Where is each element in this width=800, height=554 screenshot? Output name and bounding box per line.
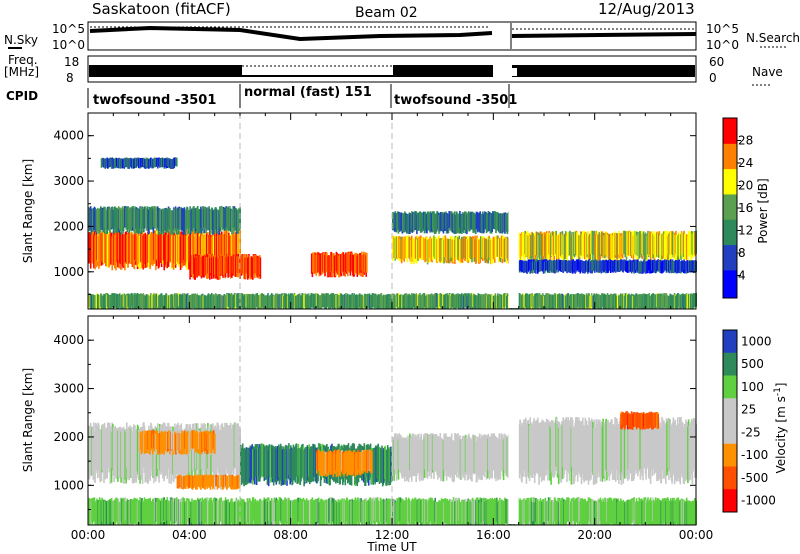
station-title: Saskatoon (fitACF) bbox=[92, 0, 231, 18]
y-tick-label: 4000 bbox=[53, 129, 84, 143]
nsky-trace-right bbox=[511, 32, 697, 38]
y-tick-label: 2000 bbox=[53, 219, 84, 233]
freq-block-left bbox=[89, 65, 242, 77]
nave-label: Nave bbox=[752, 65, 783, 79]
data-cell bbox=[366, 252, 368, 273]
nsky-trace bbox=[89, 25, 493, 42]
cpid-segment-1: twofsound -3501 bbox=[93, 93, 216, 108]
cpid-segment-3: twofsound -3501 bbox=[394, 93, 517, 108]
freq-tick-low: 8 bbox=[66, 71, 74, 85]
data-cell bbox=[657, 413, 659, 429]
cpid-label: CPID bbox=[6, 89, 38, 103]
power-marks bbox=[88, 113, 697, 309]
freq-block-right1 bbox=[393, 65, 493, 77]
nave-tick-high: 60 bbox=[709, 55, 724, 69]
data-cell bbox=[214, 433, 216, 454]
data-cell bbox=[259, 257, 262, 279]
velocity-marks bbox=[88, 316, 697, 525]
nsky-gap bbox=[493, 23, 511, 49]
freq-label-1: Freq. bbox=[8, 53, 38, 67]
cpid-segment-2: normal (fast) 151 bbox=[244, 85, 372, 100]
data-cell bbox=[176, 157, 178, 167]
nsearch-tick-low: 10^0 bbox=[706, 38, 739, 52]
nsky-label: N.Sky bbox=[4, 33, 38, 47]
nsearch-tick-high: 10^5 bbox=[706, 22, 739, 36]
nsky-tick-low: 10^0 bbox=[52, 38, 85, 52]
freq-strip: Freq. [MHz] 18 8 60 0 Nave bbox=[4, 53, 783, 86]
cpid-row: CPID twofsound -3501 normal (fast) 151 t… bbox=[6, 84, 517, 108]
nave-tick-low: 0 bbox=[709, 71, 717, 85]
freq-label-2: [MHz] bbox=[4, 65, 39, 79]
y-tick-label: 3000 bbox=[53, 174, 84, 188]
power-axes: 1000 2000 3000 4000 bbox=[53, 112, 696, 295]
freq-block-right2 bbox=[512, 65, 695, 77]
date-title: 12/Aug/2013 bbox=[598, 0, 695, 18]
freq-tick-high: 18 bbox=[64, 55, 79, 69]
data-gap bbox=[508, 114, 519, 308]
nsky-strip: N.Sky 10^5 10^0 10^5 10^0 N.Search bbox=[4, 21, 800, 52]
data-cell bbox=[371, 451, 373, 473]
freq-gap bbox=[512, 68, 517, 76]
power-panel: 1000 2000 3000 4000 Slant Range [km] bbox=[21, 112, 697, 310]
y-tick-label: 1000 bbox=[53, 265, 84, 279]
power-ylabel: Slant Range [km] bbox=[21, 159, 35, 263]
freq-block-mid bbox=[242, 65, 393, 77]
nsky-tick-high: 10^5 bbox=[52, 22, 85, 36]
nsearch-label: N.Search bbox=[746, 31, 800, 45]
nsearch-trace bbox=[90, 26, 696, 30]
beam-title: Beam 02 bbox=[355, 5, 418, 21]
